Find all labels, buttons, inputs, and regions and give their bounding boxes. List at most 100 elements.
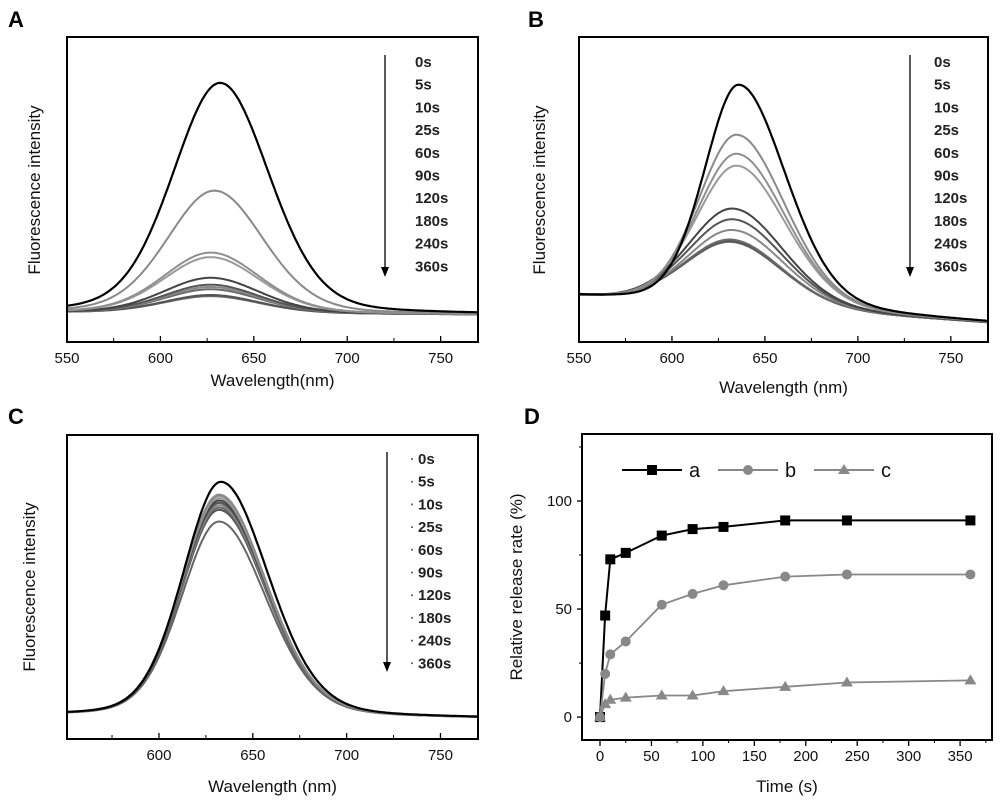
x-tick-label: 550: [566, 350, 591, 367]
data-point-c: [964, 674, 976, 684]
x-tick-label: 0: [596, 748, 604, 765]
legend-label: 120s: [934, 190, 967, 207]
legend-label: 360s: [418, 655, 451, 672]
panel-d: Dabc050100050100150200250300350Time (s)R…: [507, 404, 992, 796]
data-point-a: [780, 515, 790, 525]
y-axis-title: Fluorescence intensity: [530, 105, 549, 275]
plot-area: [594, 515, 976, 722]
x-tick-label: 300: [896, 748, 921, 765]
legend-label: 60s: [418, 542, 443, 559]
x-tick-label: 350: [948, 748, 973, 765]
legend-label: 0s: [934, 54, 951, 71]
legend-label-b: b: [785, 460, 796, 482]
legend-label: 360s: [415, 258, 448, 275]
legend-label: 120s: [418, 587, 451, 604]
x-tick-label: 600: [146, 747, 171, 764]
y-tick-label: 100: [547, 493, 572, 510]
y-axis-title: Relative release rate (%): [507, 493, 526, 680]
legend-label: 240s: [418, 633, 451, 650]
legend-label: 120s: [415, 190, 448, 207]
legend-label: 5s: [934, 77, 951, 94]
spectrum-line-180s: [579, 240, 988, 323]
panel-letter: C: [8, 404, 24, 429]
legend-label-c: c: [881, 460, 891, 482]
y-tick-label: 0: [564, 709, 572, 726]
legend-label: 240s: [415, 236, 448, 253]
legend-label: 10s: [415, 99, 440, 116]
x-tick-label: 750: [938, 350, 963, 367]
data-point-b: [605, 649, 615, 659]
data-point-b: [965, 569, 975, 579]
x-tick-label: 700: [845, 350, 870, 367]
legend-marker-a: [647, 465, 657, 475]
spectrum-line-360s: [67, 522, 478, 717]
legend-label: 180s: [415, 213, 448, 230]
arrow-down-icon: [906, 267, 914, 277]
data-point-a: [621, 548, 631, 558]
panel-letter: D: [524, 404, 540, 429]
y-axis-title: Fluorescence intensity: [25, 105, 44, 275]
x-tick-label: 600: [659, 350, 684, 367]
x-tick-label: 750: [428, 350, 453, 367]
data-point-b: [842, 569, 852, 579]
spectrum-line-360s: [579, 242, 988, 322]
panel-a: A0s5s10s25s60s90s120s180s240s360s5506006…: [8, 7, 478, 390]
legend-marker: [411, 617, 413, 619]
legend-label: 25s: [415, 122, 440, 139]
y-tick-label: 50: [555, 601, 572, 618]
x-axis-title: Wavelength (nm): [208, 777, 337, 796]
data-point-c: [841, 677, 853, 687]
legend-marker: [411, 594, 413, 596]
x-tick-label: 250: [845, 748, 870, 765]
legend-marker: [411, 503, 413, 505]
x-tick-label: 700: [334, 747, 359, 764]
x-tick-label: 650: [752, 350, 777, 367]
plot-area: [579, 85, 988, 323]
spectrum-line-60s: [579, 209, 988, 322]
x-tick-label: 750: [428, 747, 453, 764]
arrow-down-icon: [381, 267, 389, 277]
legend-marker: [411, 572, 413, 574]
data-point-c: [656, 689, 668, 699]
panel-b: B0s5s10s25s60s90s120s180s240s360s5506006…: [528, 7, 988, 397]
data-point-b: [657, 600, 667, 610]
legend-label: 10s: [934, 99, 959, 116]
legend-label: 60s: [415, 145, 440, 162]
plot-area: [67, 482, 478, 717]
x-tick-label: 50: [643, 748, 660, 765]
data-point-a: [718, 522, 728, 532]
legend-label-a: a: [689, 460, 701, 482]
data-point-b: [780, 572, 790, 582]
spectrum-line-10s: [579, 154, 988, 322]
legend-label: 90s: [415, 168, 440, 185]
data-point-a: [657, 531, 667, 541]
legend-label: 0s: [418, 451, 435, 468]
data-point-a: [842, 515, 852, 525]
x-axis-title: Time (s): [756, 777, 818, 796]
data-point-b: [688, 589, 698, 599]
spectrum-line-90s: [67, 503, 478, 717]
legend-label: 180s: [934, 213, 967, 230]
spectrum-line-120s: [579, 230, 988, 322]
legend-marker: [411, 526, 413, 528]
legend-label: 360s: [934, 258, 967, 275]
data-point-b: [600, 669, 610, 679]
x-axis-title: Wavelength(nm): [210, 371, 334, 390]
plot-frame: [579, 37, 988, 342]
panel-letter: A: [8, 7, 24, 32]
x-tick-label: 100: [690, 748, 715, 765]
panel-c: C0s5s10s25s60s90s120s180s240s360s6006507…: [8, 404, 478, 796]
x-tick-label: 650: [241, 350, 266, 367]
data-point-a: [688, 524, 698, 534]
legend-label: 240s: [934, 236, 967, 253]
legend-label: 0s: [415, 54, 432, 71]
x-tick-label: 650: [240, 747, 265, 764]
spectrum-line-240s: [579, 241, 988, 323]
legend-label: 60s: [934, 145, 959, 162]
panel-letter: B: [528, 7, 544, 32]
arrow-down-icon: [383, 662, 391, 672]
legend-label: 180s: [418, 610, 451, 627]
legend-label: 10s: [418, 496, 443, 513]
x-tick-label: 600: [148, 350, 173, 367]
